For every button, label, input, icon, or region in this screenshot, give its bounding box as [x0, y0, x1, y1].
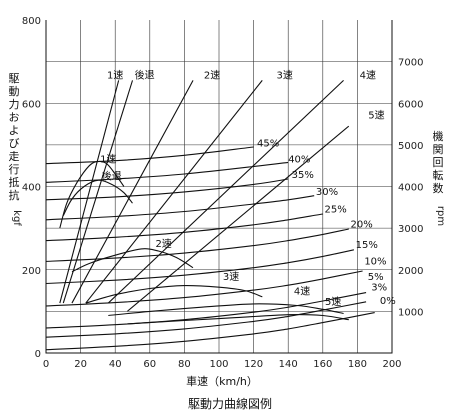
y-left-label-char: よ — [9, 124, 20, 137]
x-tick-label: 80 — [178, 359, 191, 370]
y-left-label-char: 走 — [9, 150, 20, 163]
grade-label: 30% — [316, 187, 338, 198]
resistance-curve — [45, 228, 349, 262]
x-axis-label: 車速（km/h） — [186, 374, 258, 388]
x-tick-label: 40 — [109, 359, 122, 370]
drive-force-curve — [71, 248, 194, 273]
y-right-tick-label: 4000 — [398, 183, 423, 194]
y-right-tick-label: 2000 — [398, 266, 423, 277]
x-tick-label: 60 — [143, 359, 156, 370]
drive-force-label: 3速 — [223, 271, 239, 283]
y-right-label-char: 転 — [433, 169, 444, 182]
drive-force-label: 1速 — [100, 153, 116, 165]
axes: 0 20 40 60 80 100 120 140 160 180 2000200400600800… — [22, 16, 424, 370]
gear-speed-line — [107, 79, 344, 304]
grade-label: 3% — [371, 283, 387, 294]
x-tick-label: 180 — [348, 359, 367, 370]
x-tick-label: 20 — [74, 359, 87, 370]
y-left-label-char: お — [9, 111, 20, 124]
y-right-tick-label: 3000 — [398, 224, 423, 235]
drive-force-curve — [59, 160, 125, 229]
y-right-label-char: 機 — [433, 129, 444, 143]
drive-force-label: 5速 — [325, 296, 341, 308]
grid — [46, 20, 392, 353]
resistance-curve — [45, 292, 367, 329]
gear-speed-label: 2速 — [204, 69, 220, 81]
grade-label: 0% — [380, 296, 396, 307]
y-left-tick-label: 400 — [22, 183, 41, 194]
drive-force-label: 後退 — [102, 169, 122, 182]
x-tick-label: 160 — [313, 359, 332, 370]
x-tick-label: 140 — [279, 359, 298, 370]
grade-label: 40% — [288, 154, 310, 165]
y-left-label-char: 駆 — [9, 72, 20, 85]
chart-title: 駆動力曲線図例 — [188, 396, 272, 411]
grade-label: 15% — [356, 240, 378, 251]
drive-force-curve — [85, 285, 263, 304]
resistance-curve — [45, 301, 367, 338]
x-tick-label: 200 — [382, 359, 401, 370]
y-left-label-char: び — [9, 137, 20, 150]
gear-speed-label: 4速 — [360, 69, 376, 81]
grade-label: 35% — [292, 170, 314, 181]
y-left-label-char: 力 — [9, 98, 20, 111]
y-left-unit: kgf — [11, 210, 22, 226]
y-right-tick-label: 5000 — [398, 141, 423, 152]
gear-speed-line — [85, 80, 263, 304]
y-right-label-char: 数 — [433, 182, 444, 195]
axis-frame — [45, 20, 393, 354]
resistance-curve — [45, 146, 254, 165]
y-right-tick-label: 6000 — [398, 99, 423, 110]
y-left-label-char: 動 — [9, 84, 20, 98]
x-tick-label: 0 — [43, 359, 49, 370]
resistance-curve — [45, 270, 363, 307]
gear-speed-label: 後退 — [135, 68, 155, 81]
y-left-label-char: 抗 — [9, 188, 20, 202]
y-left-label-char: 抵 — [9, 175, 20, 189]
resistance-curve — [45, 312, 375, 351]
y-right-tick-label: 1000 — [398, 307, 423, 318]
drive-force-curve — [108, 303, 344, 317]
y-left-tick-label: 200 — [22, 266, 41, 277]
grade-label: 25% — [325, 204, 347, 215]
gear-speed-line — [62, 80, 134, 304]
curves — [45, 79, 375, 351]
x-tick-label: 120 — [244, 359, 263, 370]
grade-label: 5% — [368, 272, 384, 283]
grade-label: 20% — [350, 219, 372, 230]
y-right-label-char: 関 — [433, 143, 444, 156]
resistance-curve — [45, 249, 355, 285]
gear-speed-line — [71, 80, 194, 304]
y-left-label-char: 行 — [9, 163, 20, 176]
x-tick-label: 100 — [209, 359, 228, 370]
gear-speed-label: 1速 — [107, 69, 123, 81]
y-left-tick-label: 0 — [35, 349, 41, 360]
grade-label: 45% — [257, 139, 279, 150]
y-right-unit: rpm — [435, 206, 446, 226]
curve-labels: 1速 後退 2速 3速 4速5速1速後退2速3速4速5速45%40%35%30%25%2… — [100, 68, 396, 308]
drive-force-curve — [127, 314, 349, 325]
gear-speed-label: 3速 — [277, 69, 293, 81]
y-left-tick-label: 600 — [22, 99, 41, 110]
drive-force-label: 2速 — [155, 238, 171, 250]
resistance-curve — [45, 195, 315, 221]
y-left-tick-label: 800 — [22, 16, 41, 27]
gear-speed-line — [126, 125, 350, 312]
y-right-label-char: 回 — [433, 156, 444, 169]
gear-speed-line — [59, 80, 120, 304]
gear-speed-label: 5速 — [368, 110, 384, 122]
y-right-tick-label: 7000 — [398, 58, 423, 69]
resistance-curve — [45, 213, 323, 242]
resistance-curve — [45, 161, 289, 183]
drive-force-label: 4速 — [294, 286, 310, 298]
grade-label: 10% — [364, 256, 386, 267]
resistance-curve — [45, 178, 289, 201]
